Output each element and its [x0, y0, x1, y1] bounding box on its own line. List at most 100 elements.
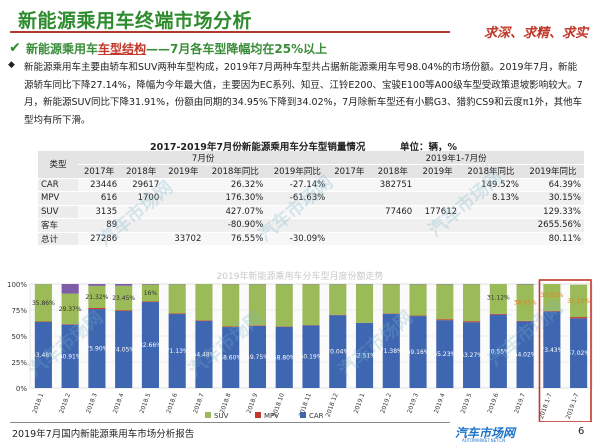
bar-suv: [436, 284, 454, 320]
table-column-header: 2019年: [162, 164, 205, 179]
bar-suv: [275, 284, 293, 327]
bar-car: [355, 322, 374, 388]
bar-mpv: [570, 317, 588, 319]
bar-car: [436, 320, 454, 388]
table-cell: 1700: [120, 191, 163, 206]
table-column-header: 2017年: [328, 164, 371, 179]
bar-car: [168, 314, 186, 388]
table-column-header: 2019年同比: [266, 164, 329, 179]
bar-mpv: [436, 319, 454, 321]
data-label-suv: 35.86%: [32, 300, 55, 307]
table-cell: 29617: [120, 178, 163, 192]
x-tick-label: 2019.2: [379, 392, 393, 414]
bar-car: [222, 327, 240, 388]
table-cell: 27286: [78, 232, 121, 246]
data-label-suv: 34.95%: [514, 300, 537, 307]
title-divider: [10, 31, 450, 33]
x-tick-label: 2019.6: [486, 392, 500, 414]
table-cell: 382751: [370, 178, 416, 192]
table-cell: -30.09%: [266, 232, 329, 246]
y-tick-label: 50%: [11, 333, 27, 341]
bar-mpv: [248, 325, 267, 326]
legend-swatch: [205, 412, 211, 418]
data-label-car: 62.51%: [353, 352, 376, 359]
table-column-header: 2018年: [120, 164, 163, 179]
data-label-car: 67.02%: [567, 350, 590, 357]
x-tick-label: 2019.7: [513, 392, 527, 414]
bar-car: [409, 316, 427, 388]
table-title: 2017-2019年7月份新能源乘用车分车型销量情况: [150, 142, 366, 153]
bar-mpv: [543, 311, 561, 312]
x-tick-label: 2018.1: [32, 392, 46, 414]
x-tick-label: 2019.1: [353, 392, 367, 414]
table-column-headers: 2017年 2018年 2019年 2018年同比 2019年同比 2017年 2018年 2…: [38, 164, 584, 179]
x-tick-label: 2019.1-7: [565, 392, 581, 420]
x-tick-label: 2018.12: [325, 392, 340, 418]
table-row: 客车 89 -80.90% 2655.56%: [38, 218, 584, 233]
bar-car: [302, 325, 320, 388]
bar-suv: [222, 284, 240, 327]
bar-mpv: [115, 310, 133, 311]
bar-car: [570, 318, 588, 388]
table-cell: 427.07%: [204, 205, 267, 219]
table-row-label: 总计: [38, 232, 78, 246]
bar-mpv: [516, 320, 534, 322]
y-tick-label: 75%: [11, 307, 27, 315]
data-label-car: 63.48%: [32, 352, 55, 359]
x-tick-label: 2018.9: [246, 392, 260, 414]
data-label-car: 59.75%: [246, 354, 269, 361]
x-tick-label: 2019.4: [433, 392, 447, 414]
subtitle-prefix: 新能源乘用车: [26, 41, 99, 56]
data-label-car: 64.02%: [514, 352, 537, 359]
bar-car: [489, 314, 507, 388]
table-cell: 129.33%: [521, 205, 584, 219]
bar-mpv: [489, 313, 507, 315]
table-cell: 8.13%: [460, 191, 522, 206]
data-label-car: 70.55%: [487, 348, 510, 355]
bar-suv: [463, 284, 481, 322]
data-label-suv: 21.32%: [85, 294, 108, 301]
bar-suv: [34, 284, 52, 322]
table-cell: [460, 218, 522, 233]
data-label-suv: 23.45%: [112, 295, 135, 302]
legend-label: SUV: [214, 412, 229, 420]
bar-suv: [516, 284, 534, 321]
bar-car: [463, 322, 481, 388]
bar-car: [141, 302, 159, 388]
bar-car: [115, 310, 133, 388]
x-tick-label: 2018.4: [112, 392, 126, 414]
subtitle-row: ✔ 新能源乘用车车型结构——7月各车型降幅均在25%以上: [8, 40, 327, 56]
table-header-month: 7月份: [78, 151, 329, 165]
table-cell: [120, 205, 163, 219]
table-cell: [415, 232, 461, 246]
table-row-label: CAR: [38, 178, 78, 192]
bar-suv: [329, 284, 347, 315]
data-label-car: 70.04%: [326, 349, 349, 356]
bar-car: [61, 324, 79, 388]
data-label-car: 71.38%: [380, 348, 403, 355]
data-label-car: 58.60%: [219, 355, 242, 362]
table-cell: [120, 232, 163, 246]
table-cell: [370, 218, 416, 233]
table-cell: [460, 232, 522, 246]
table-row: SUV 3135 427.07% 77460 177612 129.33%: [38, 205, 584, 219]
table-cell: [328, 205, 371, 219]
data-label-suv: 31.10%: [567, 298, 590, 305]
table-cell: 26.32%: [204, 178, 267, 192]
chart-title: 2019年新能源乘用车分车型月度份额走势: [217, 270, 384, 282]
table-cell: 80.11%: [521, 232, 584, 246]
bar-suv: [570, 284, 588, 318]
bar-mpv: [195, 320, 213, 321]
table-cell: [415, 218, 461, 233]
table-column-header: 2017年: [78, 164, 121, 179]
page-number: 6: [578, 426, 585, 437]
sales-table: 类型 7月份 2019年1-7月份 2017年 2018年 2019年 2018年同比…: [38, 151, 584, 246]
bar-car: [88, 309, 106, 388]
data-label-suv: 30.92%: [540, 292, 563, 299]
table-header-ytd: 2019年1-7月份: [328, 151, 584, 165]
table-cell: -80.90%: [204, 218, 267, 233]
table-cell: 76.55%: [204, 232, 267, 246]
table-cell: [370, 232, 416, 246]
data-label-suv: 29.37%: [59, 306, 82, 313]
table-cell: 2655.56%: [521, 218, 584, 233]
